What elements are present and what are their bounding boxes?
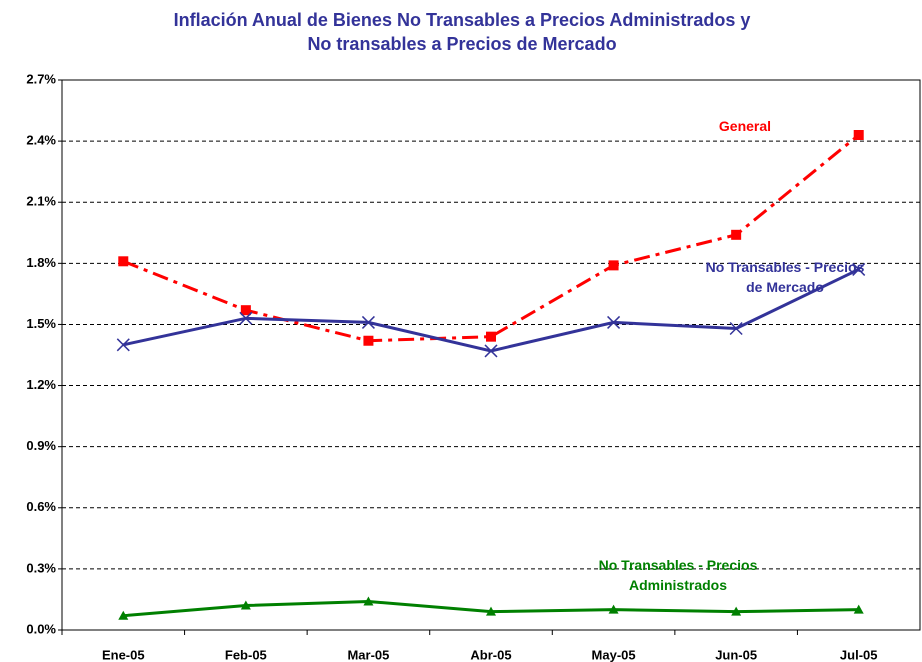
series-label: No Transables - Precios Administrados — [598, 557, 758, 593]
marker — [486, 331, 496, 342]
y-tick-label: 1.5% — [26, 316, 56, 331]
marker — [240, 600, 251, 610]
marker — [118, 256, 129, 267]
series-label-box: No Transables - Precios Administrados — [598, 557, 758, 593]
plot-border — [61, 79, 921, 631]
y-tick-label: 0.0% — [26, 621, 56, 636]
x-tick-label: Abr-05 — [470, 647, 511, 662]
series-line — [122, 133, 860, 343]
marker — [731, 229, 742, 240]
marker — [608, 260, 619, 271]
marker — [607, 315, 621, 329]
marker — [363, 596, 374, 606]
marker — [729, 321, 743, 336]
marker — [853, 130, 864, 140]
y-tick-label: 0.6% — [26, 499, 56, 514]
y-tick-label: 2.1% — [26, 194, 56, 209]
series-label: No Transables - Precios de Mercado — [705, 259, 865, 295]
series-label-box: No Transables - Precios de Mercado — [705, 259, 865, 295]
x-tick-label: Jul-05 — [840, 647, 878, 662]
x-tick-label: May-05 — [592, 647, 636, 662]
x-tick-label: Mar-05 — [347, 647, 389, 662]
chart-title: Inflación Anual de Bienes No Transables … — [173, 10, 751, 54]
marker — [363, 335, 374, 346]
marker — [486, 606, 496, 616]
marker — [240, 305, 251, 316]
x-tick-label: Feb-05 — [225, 647, 267, 662]
marker — [608, 604, 619, 614]
title-box: Inflación Anual de Bienes No Transables … — [173, 10, 751, 54]
y-tick-label: 1.2% — [26, 377, 56, 392]
series-label-box: General — [718, 118, 772, 134]
marker — [852, 262, 866, 276]
marker — [361, 315, 375, 329]
marker — [239, 311, 253, 325]
y-tick-label: 1.8% — [26, 255, 56, 270]
marker — [118, 610, 129, 620]
marker — [484, 344, 498, 358]
y-tick-label: 2.4% — [26, 133, 56, 148]
x-tick-label: Ene-05 — [102, 647, 145, 662]
y-tick-label: 0.9% — [26, 438, 56, 453]
x-tick-label: Jun-05 — [715, 647, 757, 662]
series-label: General — [718, 118, 772, 134]
y-tick-label: 2.7% — [26, 71, 56, 86]
marker — [731, 606, 742, 616]
marker — [116, 338, 130, 352]
marker — [853, 604, 864, 614]
y-tick-label: 0.3% — [26, 560, 56, 575]
